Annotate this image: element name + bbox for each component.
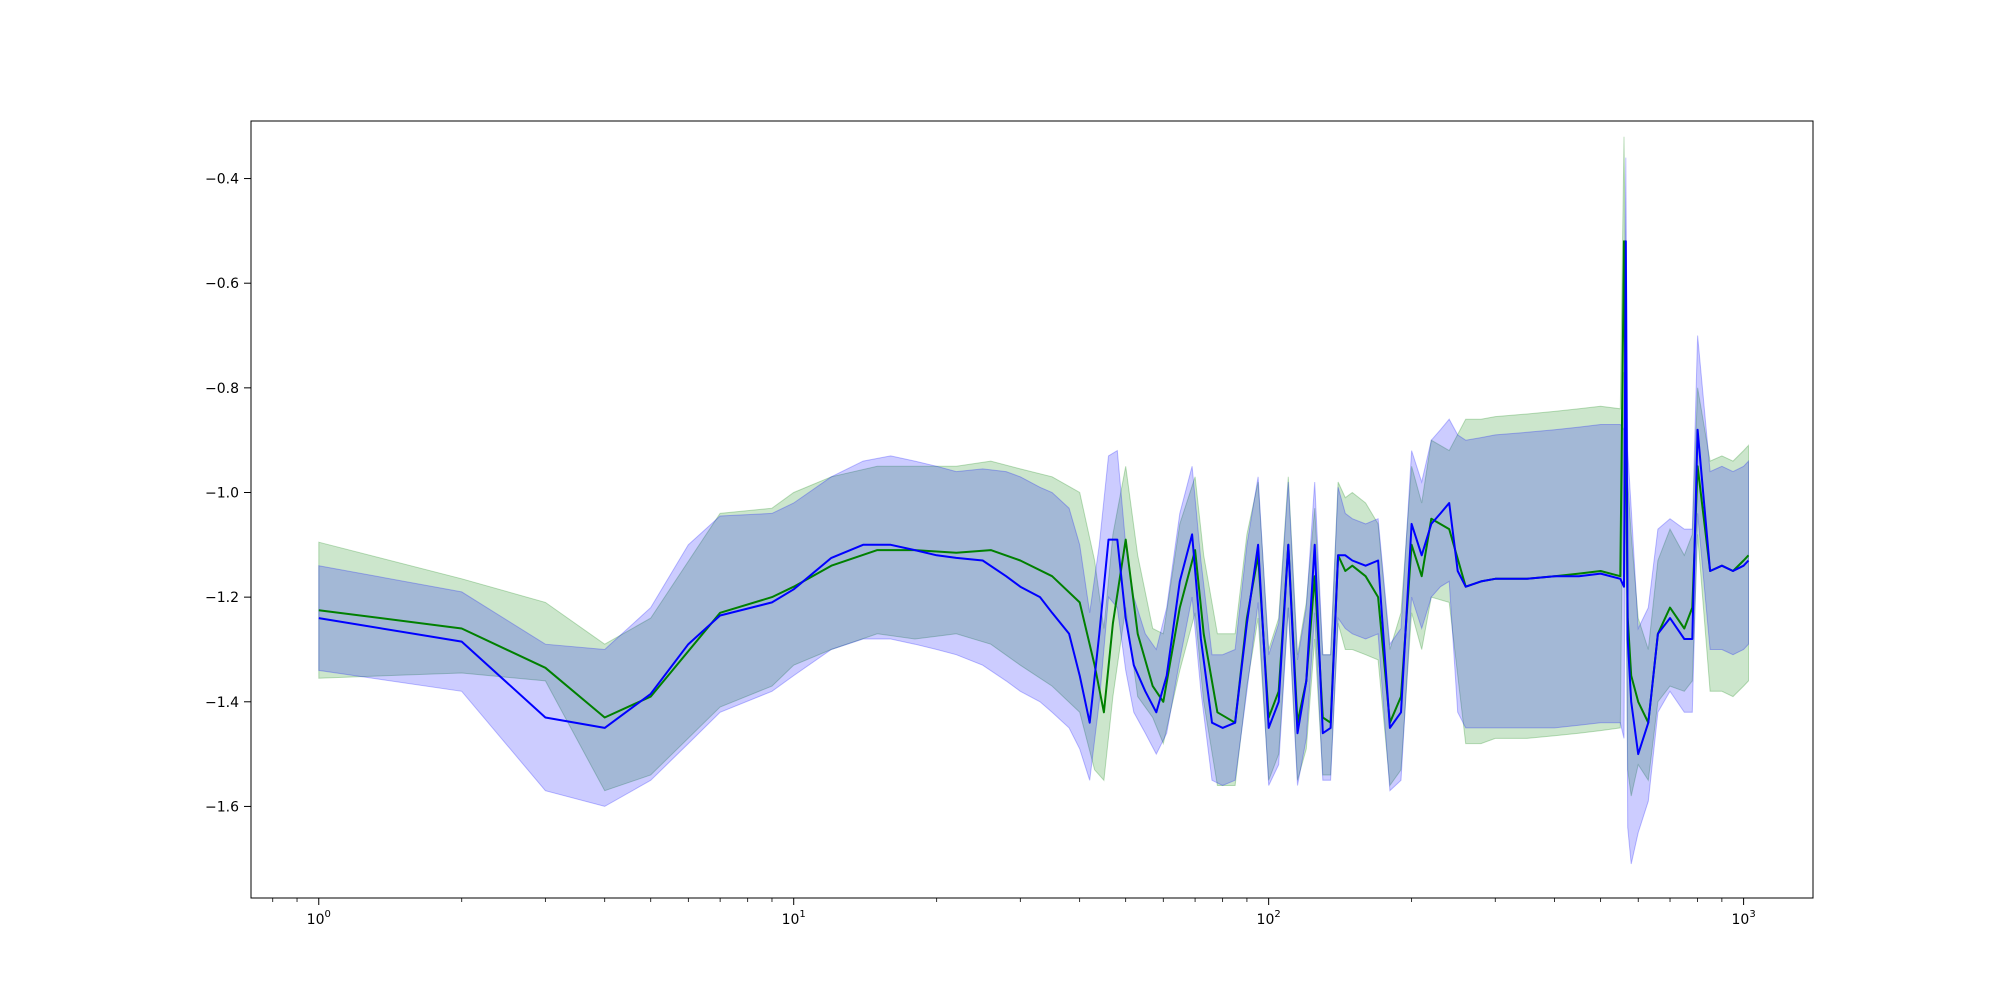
series-1-line xyxy=(318,240,1750,756)
series-lines xyxy=(318,240,1750,756)
x-tick-label: 101 xyxy=(782,909,806,928)
y-tick-label: −0.4 xyxy=(205,172,239,188)
series-1-band xyxy=(318,157,1749,865)
x-tick-label: 102 xyxy=(1257,909,1281,928)
x-axis: 100 101 102 103 xyxy=(272,898,1756,928)
x-tick-label: 103 xyxy=(1731,909,1755,928)
series-0-band xyxy=(318,136,1749,797)
y-tick-label: −0.8 xyxy=(205,381,239,397)
y-tick-label: −1.6 xyxy=(205,799,239,815)
confidence-bands xyxy=(318,136,1749,865)
y-tick-label: −1.0 xyxy=(205,485,239,501)
x-tick-label: 100 xyxy=(307,909,331,928)
plot-frame xyxy=(250,120,1814,899)
y-tick-label: −0.6 xyxy=(205,276,239,292)
y-tick-label: −1.4 xyxy=(205,695,239,711)
y-tick-label: −1.2 xyxy=(205,590,239,606)
y-axis: −1.6 −1.4 −1.2 −1.0 −0.8 −0.6 −0.4 xyxy=(205,172,251,815)
